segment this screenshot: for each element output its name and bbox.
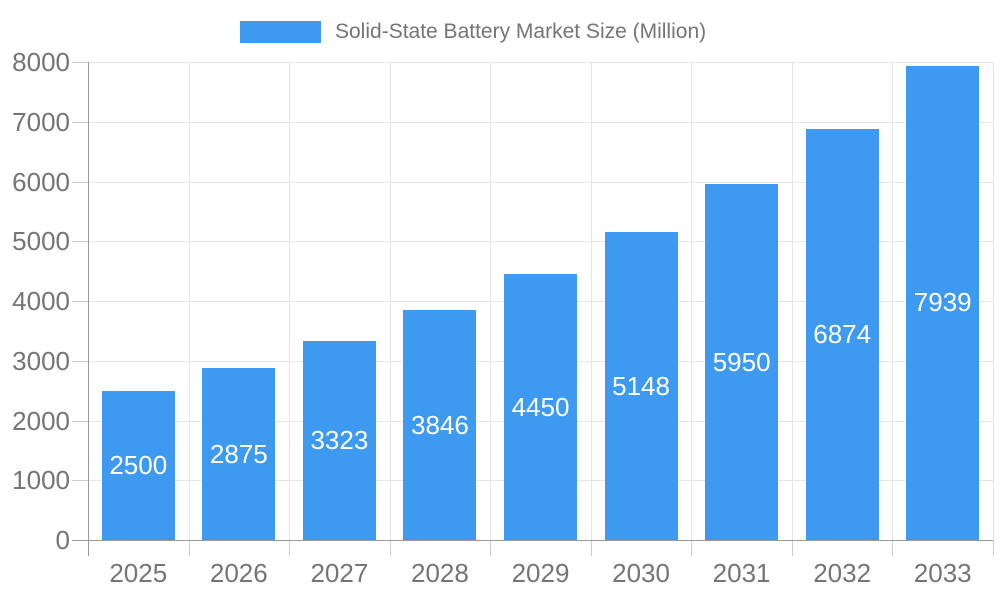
x-axis-category-label: 2029 — [511, 558, 570, 588]
bar-value-label: 2500 — [109, 449, 168, 480]
x-axis-category-label: 2027 — [310, 558, 369, 588]
bar-2030: 5148 — [604, 232, 678, 540]
x-gridline — [791, 62, 793, 540]
y-axis-line — [88, 62, 89, 556]
bar-value-label: 3846 — [411, 409, 469, 440]
bar-value-label: 2875 — [209, 438, 268, 469]
legend-swatch — [240, 21, 321, 43]
y-axis-tick — [72, 181, 88, 183]
x-axis-tick — [389, 540, 391, 556]
x-axis-category-label: 2025 — [109, 558, 168, 588]
y-axis-tick — [72, 301, 88, 302]
bar-2033: 7939 — [906, 65, 980, 540]
x-axis-category-label: 2028 — [411, 558, 469, 588]
y-axis-tick — [72, 241, 88, 243]
x-axis-tick — [590, 540, 592, 556]
bar-2031: 5950 — [705, 184, 779, 540]
y-gridline — [88, 241, 993, 243]
x-axis-line — [72, 540, 993, 541]
x-gridline — [892, 62, 894, 540]
x-gridline — [691, 62, 693, 540]
y-gridline — [88, 62, 993, 63]
x-axis-category-label: 2032 — [813, 558, 872, 588]
bar-2026: 2875 — [202, 368, 276, 540]
bar-2029: 4450 — [504, 274, 577, 540]
x-gridline — [289, 62, 291, 540]
y-axis-tick-label: 5000 — [12, 226, 70, 257]
x-axis-category-label: 2026 — [209, 558, 268, 588]
legend-label: Solid-State Battery Market Size (Million… — [335, 20, 707, 43]
x-axis-tick — [490, 540, 492, 556]
x-gridline — [389, 62, 391, 540]
y-axis-tick — [72, 360, 88, 362]
bar-2028: 3846 — [403, 310, 477, 540]
y-axis-tick-label: 7000 — [12, 106, 70, 137]
x-axis-tick — [791, 540, 793, 556]
bar-value-label: 6874 — [813, 319, 872, 350]
bar-2025: 2500 — [101, 390, 175, 540]
bar-value-label: 4450 — [511, 391, 570, 422]
legend-item[interactable]: Solid-State Battery Market Size (Million… — [240, 20, 707, 43]
x-axis-category-label: 2030 — [612, 558, 670, 588]
x-gridline — [490, 62, 492, 540]
x-axis-tick — [289, 540, 291, 556]
y-axis-tick-label: 3000 — [12, 345, 70, 376]
bar-value-label: 3323 — [310, 425, 369, 456]
y-gridline — [88, 181, 993, 183]
y-axis-tick-label: 4000 — [12, 286, 70, 316]
y-axis-tick-label: 0 — [55, 525, 70, 555]
y-axis-tick — [72, 420, 88, 422]
y-axis-tick — [72, 121, 88, 123]
x-gridline — [188, 62, 190, 540]
y-axis-tick-label: 6000 — [12, 166, 70, 197]
x-gridline — [590, 62, 592, 540]
bar-value-label: 7939 — [913, 287, 972, 318]
y-gridline — [88, 121, 993, 123]
y-axis-tick-label: 8000 — [12, 47, 70, 77]
bar-2027: 3323 — [302, 341, 376, 540]
x-axis-category-label: 2033 — [913, 558, 972, 588]
bar-2032: 6874 — [805, 129, 879, 540]
y-axis-tick — [72, 62, 88, 63]
x-axis-tick — [892, 540, 894, 556]
bar-value-label: 5148 — [612, 370, 670, 401]
bar-value-label: 5950 — [712, 346, 771, 377]
y-axis-tick — [72, 480, 88, 482]
x-axis-category-label: 2031 — [712, 558, 771, 588]
x-axis-tick — [993, 540, 994, 556]
y-axis-tick-label: 1000 — [12, 465, 70, 496]
x-axis-tick — [188, 540, 190, 556]
x-gridline — [993, 62, 994, 540]
x-axis-tick — [691, 540, 693, 556]
y-axis-tick-label: 2000 — [12, 405, 70, 436]
